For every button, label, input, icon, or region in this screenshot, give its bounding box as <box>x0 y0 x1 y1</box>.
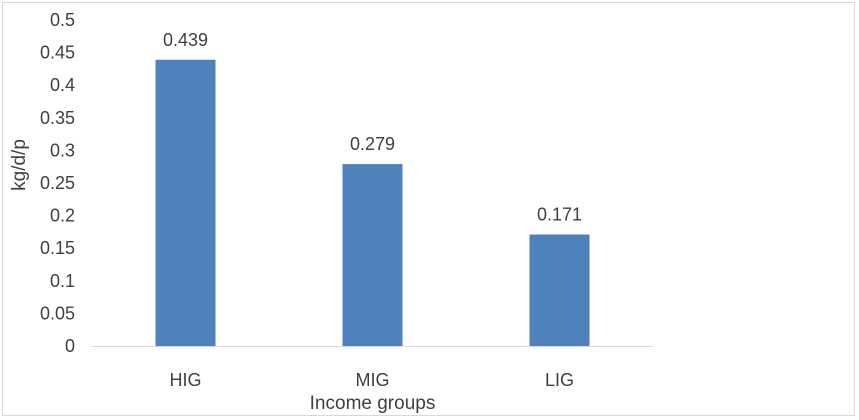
y-tick-label: 0.45 <box>40 43 75 63</box>
y-tick-label: 0.4 <box>50 75 75 95</box>
y-tick-label: 0.15 <box>40 238 75 258</box>
bars <box>155 59 590 346</box>
y-tick-label: 0.05 <box>40 303 75 323</box>
x-axis-title: Income groups <box>310 393 436 414</box>
x-tick-label: LIG <box>545 370 574 390</box>
data-label-lig: 0.171 <box>537 205 582 225</box>
y-tick-label: 0.35 <box>40 108 75 128</box>
bar-mig <box>342 164 403 346</box>
y-axis-tick-labels: 0 0.05 0.1 0.15 0.2 0.25 0.3 0.35 0.4 0.45 0.5 <box>40 10 75 356</box>
bar-lig <box>529 234 590 346</box>
y-tick-label: 0.25 <box>40 173 75 193</box>
data-labels: 0.439 0.279 0.171 <box>163 30 582 225</box>
y-tick-label: 0.3 <box>50 140 75 160</box>
y-tick-label: 0.1 <box>50 271 75 291</box>
data-label-mig: 0.279 <box>350 134 395 154</box>
x-axis-tick-labels: HIG MIG LIG <box>169 370 574 390</box>
data-label-hig: 0.439 <box>163 30 208 50</box>
bar-hig <box>155 59 216 346</box>
y-tick-label: 0.2 <box>50 206 75 226</box>
y-tick-label: 0 <box>65 336 75 356</box>
y-axis-title: kg/d/p <box>9 139 30 191</box>
y-tick-label: 0.5 <box>50 10 75 30</box>
x-tick-label: MIG <box>356 370 390 390</box>
x-tick-label: HIG <box>169 370 201 390</box>
